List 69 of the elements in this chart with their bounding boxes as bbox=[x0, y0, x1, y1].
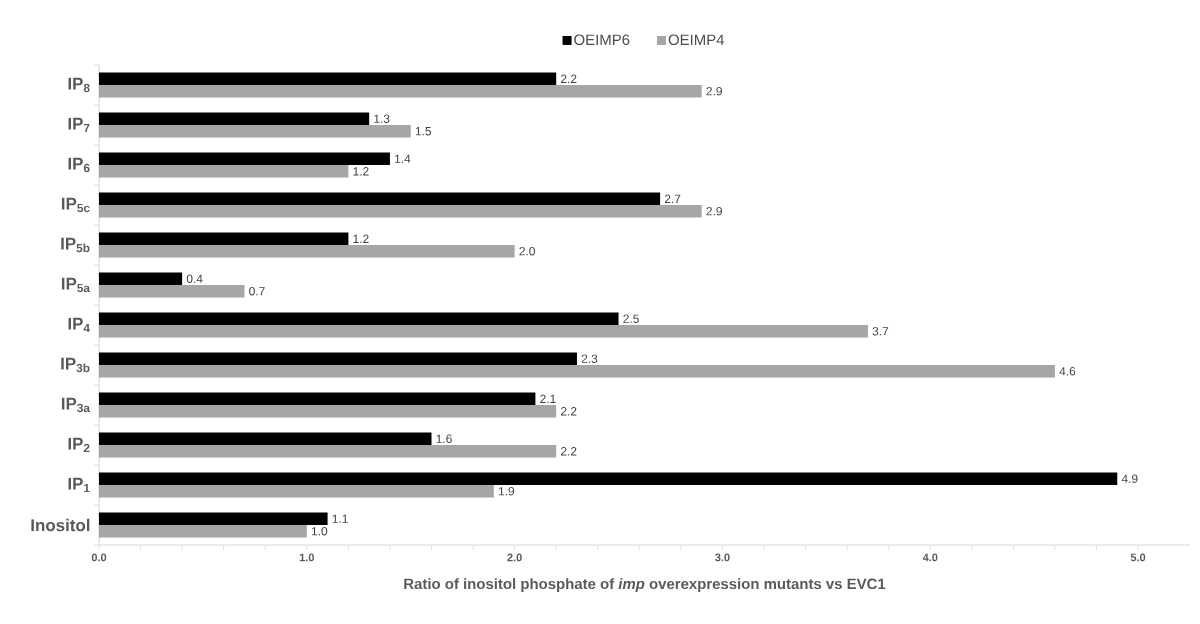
bar bbox=[99, 84, 702, 98]
y-tick-label: IP$_{7}$ bbox=[68, 117, 90, 133]
y-tick-label: IP$_{6}$ bbox=[68, 157, 90, 173]
y-tick-label: IP$_{1}$ bbox=[68, 477, 90, 493]
y-tick-label: IP$_{8}$ bbox=[68, 77, 90, 93]
bar bbox=[99, 352, 577, 365]
data-label: 1.4 bbox=[395, 154, 411, 163]
y-tick-label: IP$_{2}$ bbox=[68, 437, 90, 453]
bar bbox=[99, 72, 557, 85]
data-label: 1.2 bbox=[353, 234, 369, 243]
bar bbox=[99, 272, 183, 285]
y-tick-label: IP$_{5a}$ bbox=[61, 277, 91, 293]
bar bbox=[99, 444, 557, 458]
data-label: 2.2 bbox=[560, 74, 577, 83]
data-label: 1.9 bbox=[498, 487, 515, 496]
bar bbox=[99, 484, 494, 498]
y-tick-label: IP$_{4}$ bbox=[68, 317, 90, 333]
data-label: 0.7 bbox=[249, 287, 265, 296]
legend-label: OEIMP6 bbox=[574, 34, 630, 46]
data-label: 2.2 bbox=[560, 447, 577, 456]
bar bbox=[99, 164, 349, 178]
data-label: 1.5 bbox=[415, 127, 432, 136]
data-label: 0.4 bbox=[186, 274, 203, 283]
data-label: 2.3 bbox=[581, 354, 598, 363]
data-label: 2.2 bbox=[560, 407, 577, 416]
data-label: 4.6 bbox=[1059, 367, 1076, 376]
bar bbox=[99, 364, 1055, 378]
bar bbox=[99, 524, 307, 538]
legend-label: OEIMP4 bbox=[668, 34, 725, 46]
bar bbox=[99, 392, 536, 405]
bar bbox=[99, 112, 370, 125]
y-tick-label: IP$_{3a}$ bbox=[61, 397, 91, 413]
data-label: 2.0 bbox=[519, 247, 535, 256]
data-label: 2.9 bbox=[706, 87, 722, 96]
bar bbox=[99, 512, 328, 525]
bar bbox=[99, 232, 349, 245]
x-tick-label: 5.0 bbox=[1130, 553, 1146, 562]
y-tick-label: IP$_{5b}$ bbox=[61, 237, 90, 253]
bar bbox=[99, 124, 411, 138]
data-label: 2.1 bbox=[540, 394, 556, 403]
y-tick-label: Inositol bbox=[31, 518, 90, 532]
data-label: 1.2 bbox=[353, 167, 369, 176]
bar bbox=[99, 432, 432, 445]
data-label: 1.3 bbox=[374, 114, 390, 123]
x-axis-title: Ratio of inositol phosphate of imp overexpression mutants vs EVC1 bbox=[404, 578, 886, 593]
x-tick-label: 4.0 bbox=[922, 553, 938, 562]
bar bbox=[99, 324, 868, 338]
bar bbox=[99, 284, 245, 298]
data-label: 2.9 bbox=[706, 207, 722, 216]
x-tick-label: 3.0 bbox=[715, 553, 730, 562]
data-label: 1.1 bbox=[332, 514, 348, 523]
y-tick-label: IP$_{5c}$ bbox=[61, 197, 90, 213]
data-label: 2.7 bbox=[664, 194, 681, 203]
data-label: 1.6 bbox=[436, 434, 452, 443]
data-label: 4.9 bbox=[1121, 474, 1138, 483]
data-label: 3.7 bbox=[872, 327, 889, 336]
bar bbox=[99, 192, 661, 205]
bar bbox=[99, 152, 390, 165]
bar bbox=[99, 312, 619, 325]
x-tick-label: 0.0 bbox=[91, 553, 107, 562]
bar bbox=[99, 244, 515, 258]
x-tick-label: 2.0 bbox=[507, 553, 522, 562]
y-tick-label: IP$_{3b}$ bbox=[61, 357, 90, 373]
data-label: 2.5 bbox=[623, 314, 639, 323]
x-tick-label: 1.0 bbox=[299, 553, 314, 562]
bar bbox=[99, 472, 1118, 485]
bar bbox=[99, 404, 557, 418]
bar bbox=[99, 204, 702, 218]
data-label: 1.0 bbox=[311, 527, 328, 536]
